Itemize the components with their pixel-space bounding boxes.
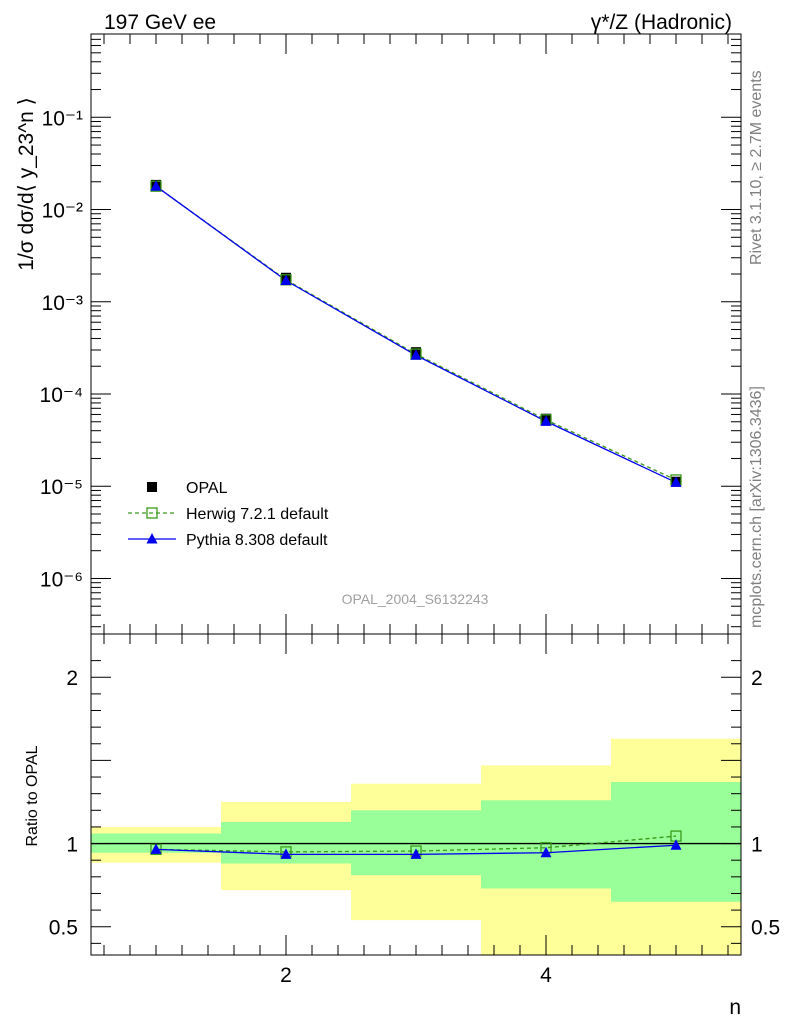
analysis-watermark: OPAL_2004_S6132243: [342, 591, 489, 607]
pythia-point: [540, 415, 552, 426]
y-tick-label: 10⁻³: [42, 292, 83, 315]
y-tick-label: 10⁻⁴: [40, 384, 83, 407]
legend-pythia-label: Pythia 8.308 default: [186, 532, 328, 549]
ratio-y-tick-label: 2: [66, 667, 78, 690]
legend-opal-label: OPAL: [186, 480, 228, 497]
ratio-band-inner: [351, 810, 481, 876]
y-tick-label: 10⁻²: [42, 200, 83, 223]
ratio-y-tick-label: 1: [66, 834, 78, 857]
ratio-plot-content: [150, 830, 682, 859]
pythia-ratio-point: [540, 846, 552, 858]
mcplots-label: mcplots.cern.ch [arXiv:1306.3436]: [748, 386, 765, 628]
rivet-version-label: Rivet 3.1.10, ≥ 2.7M events: [748, 70, 765, 265]
pythia-ratio-point: [280, 848, 292, 859]
pythia-line: [155, 185, 677, 484]
x-tick-label: 4: [540, 964, 552, 987]
pythia-ratio-point: [410, 848, 422, 859]
herwig-line: [155, 185, 677, 481]
legend-pythia-marker: [146, 533, 158, 544]
header-right-label: γ*/Z (Hadronic): [591, 11, 732, 34]
ratio-y-tick-label-right: 1: [751, 834, 763, 857]
header-left-label: 197 GeV ee: [104, 11, 216, 34]
ratio-y-tick-label-right: 0.5: [751, 917, 780, 940]
x-axis-label: n: [729, 996, 741, 1019]
pythia-point: [410, 349, 422, 360]
ratio-y-axis-label: Ratio to OPAL: [24, 745, 41, 846]
x-tick-label: 2: [280, 964, 292, 987]
ratio-band-inner: [481, 800, 611, 889]
main-panel: 10⁻⁶ 10⁻⁵ 10⁻⁴ 10⁻³ 10⁻² 10⁻¹1/σ dσ/d⟨ y_23^n…: [15, 33, 742, 635]
ratio-y-tick-label-right: 2: [751, 667, 763, 690]
y-tick-label: 10⁻⁶: [40, 568, 83, 591]
ratio-panel: 2 4 n 0.5 0.5 1 1 2 2 Ratio to OPAL: [24, 633, 780, 1019]
pythia-ratio-point: [150, 843, 162, 854]
legend-herwig-label: Herwig 7.2.1 default: [186, 506, 329, 523]
pythia-point: [150, 180, 162, 191]
y-tick-label: 10⁻¹: [42, 107, 83, 130]
main-y-axis-label: 1/σ dσ/d⟨ y_23^n ⟩: [15, 97, 38, 271]
legend: OPAL Herwig 7.2.1 default Pythia 8.308 def…: [128, 480, 329, 549]
pythia-point: [280, 274, 292, 286]
y-tick-label: 10⁻⁵: [40, 476, 83, 499]
main-plot-content: [150, 179, 682, 487]
pythia-ratio-point: [670, 839, 682, 850]
legend-opal-marker: [147, 482, 157, 492]
ratio-y-tick-label: 0.5: [49, 917, 78, 940]
legend-herwig-marker: [146, 507, 158, 519]
pythia-point: [670, 476, 682, 487]
